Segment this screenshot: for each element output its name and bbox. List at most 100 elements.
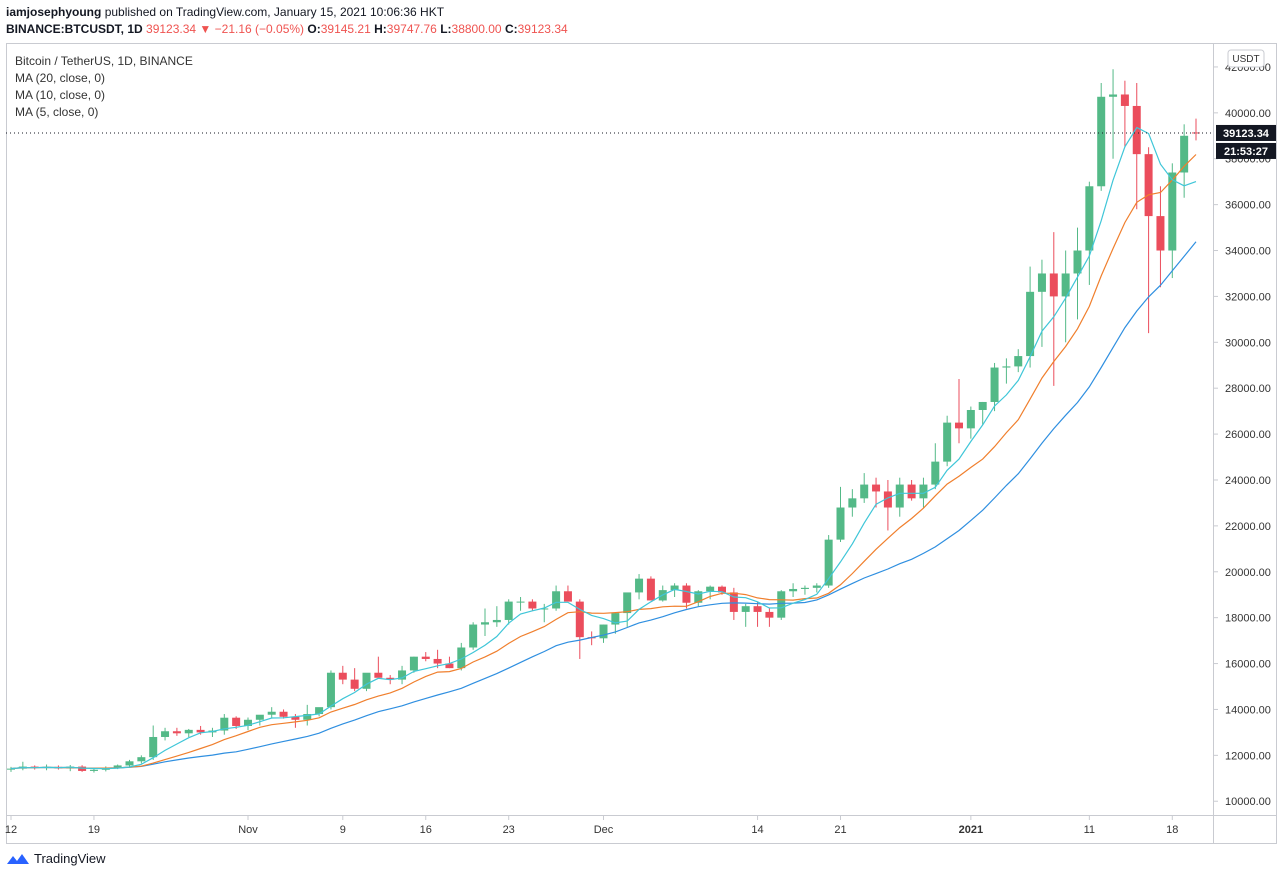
price-tick-label: 36000.00: [1225, 200, 1271, 212]
candle-body: [943, 422, 952, 462]
candle-body: [860, 484, 869, 499]
author-name[interactable]: iamjosephyoung: [6, 5, 102, 19]
legend-ma5[interactable]: MA (5, close, 0): [15, 105, 99, 119]
footer-brand[interactable]: TradingView: [6, 851, 106, 866]
low-label: L:: [440, 22, 452, 36]
candle-body: [504, 601, 513, 620]
candle-body: [907, 484, 916, 499]
open-value: 39145.21: [320, 22, 371, 36]
price-tick-label: 22000.00: [1225, 521, 1271, 533]
price-tick-label: 18000.00: [1225, 613, 1271, 625]
candle-body: [623, 592, 632, 614]
candle-body: [611, 613, 620, 625]
price-tick-label: 40000.00: [1225, 108, 1271, 120]
time-tick-label: 21: [834, 824, 846, 836]
candle-body: [895, 484, 904, 508]
publish-text: published on TradingView.com, January 15…: [104, 5, 445, 19]
candle-body: [409, 656, 418, 671]
candle-body: [196, 729, 205, 733]
candle-body: [848, 498, 857, 508]
countdown-tag-text: 21:53:27: [1224, 146, 1268, 158]
candle-body: [481, 622, 489, 625]
legend-title[interactable]: Bitcoin / TetherUS, 1D, BINANCE: [15, 54, 193, 68]
price-tick-label: 10000.00: [1225, 796, 1271, 808]
candle-body: [78, 766, 87, 771]
tradingview-logo-icon: [7, 853, 29, 864]
time-tick-label: 16: [420, 824, 432, 836]
price-tick-label: 30000.00: [1225, 337, 1271, 349]
price-tags: USDT 39123.34 21:53:27: [6, 49, 1276, 159]
price-tick-label: 12000.00: [1225, 750, 1271, 762]
candle-body: [433, 658, 442, 664]
candle-body: [1180, 135, 1189, 173]
candle-body: [398, 670, 407, 680]
candle-body: [1061, 273, 1070, 297]
time-tick-label: 9: [340, 824, 346, 836]
candle-body: [445, 663, 454, 669]
candle-body: [1168, 172, 1177, 251]
candle-body: [635, 578, 644, 593]
candle-body: [990, 367, 999, 402]
price-tick-label: 20000.00: [1225, 567, 1271, 579]
candle-body: [1120, 94, 1129, 106]
candle-body: [1156, 216, 1165, 251]
candle-body: [1085, 186, 1094, 251]
candle-body: [1192, 132, 1200, 134]
candle-body: [172, 731, 181, 734]
candle-body: [872, 484, 881, 492]
candle-body: [1002, 366, 1011, 368]
candle-body: [303, 714, 312, 720]
price-tick-label: 34000.00: [1225, 246, 1271, 258]
candle-body: [469, 624, 478, 648]
time-axis: 12 19 Nov 9 16 23 Dec 14 21 2021 11 18: [5, 815, 1178, 836]
candle-body: [125, 761, 134, 766]
candle-body: [694, 591, 703, 603]
legend-ma20[interactable]: MA (20, close, 0): [15, 71, 106, 85]
candle-body: [824, 539, 833, 586]
candle-body: [137, 757, 146, 762]
ma5-line: [10, 126, 1197, 770]
chart-legend: Bitcoin / TetherUS, 1D, BINANCE MA (20, …: [15, 53, 193, 121]
candle-body: [646, 578, 655, 601]
candle-body: [421, 656, 430, 659]
price-tick-label: 26000.00: [1225, 429, 1271, 441]
price-tick-label: 24000.00: [1225, 475, 1271, 487]
candle-body: [220, 717, 229, 731]
candle-body: [812, 585, 821, 588]
chart-frame: [6, 43, 1277, 844]
candle-body: [492, 619, 501, 623]
price-tick-label: 14000.00: [1225, 704, 1271, 716]
candle-body: [919, 484, 928, 499]
candle-body: [232, 717, 241, 726]
price-tick-label: 28000.00: [1225, 383, 1271, 395]
time-tick-label: 23: [503, 824, 515, 836]
candle-body: [599, 624, 608, 639]
candle-body: [1097, 96, 1106, 187]
candle-body: [955, 422, 963, 429]
candle-body: [1026, 291, 1035, 357]
candle-body: [836, 507, 845, 540]
candle-body: [1049, 273, 1058, 297]
publish-info: iamjosephyoung published on TradingView.…: [6, 5, 444, 19]
candle-body: [255, 714, 264, 720]
currency-label: USDT: [1232, 54, 1259, 65]
candle-body: [575, 601, 584, 638]
legend-ma10[interactable]: MA (10, close, 0): [15, 88, 106, 102]
last-price: 39123.34: [146, 22, 197, 36]
brand-name: TradingView: [34, 851, 106, 866]
candle-body: [1014, 356, 1023, 367]
candle-body: [113, 765, 122, 768]
candle-body: [326, 672, 335, 708]
candle-body: [966, 409, 975, 429]
time-tick-label: 11: [1084, 824, 1095, 836]
candles-layer: [7, 69, 1200, 773]
candle-body: [291, 716, 300, 720]
candle-body: [552, 591, 561, 609]
open-label: O:: [307, 22, 321, 36]
candle-body: [1109, 94, 1118, 97]
time-tick-label: 12: [5, 824, 17, 836]
candle-body: [267, 711, 276, 715]
close-value: 39123.34: [517, 22, 568, 36]
candle-body: [315, 707, 324, 715]
